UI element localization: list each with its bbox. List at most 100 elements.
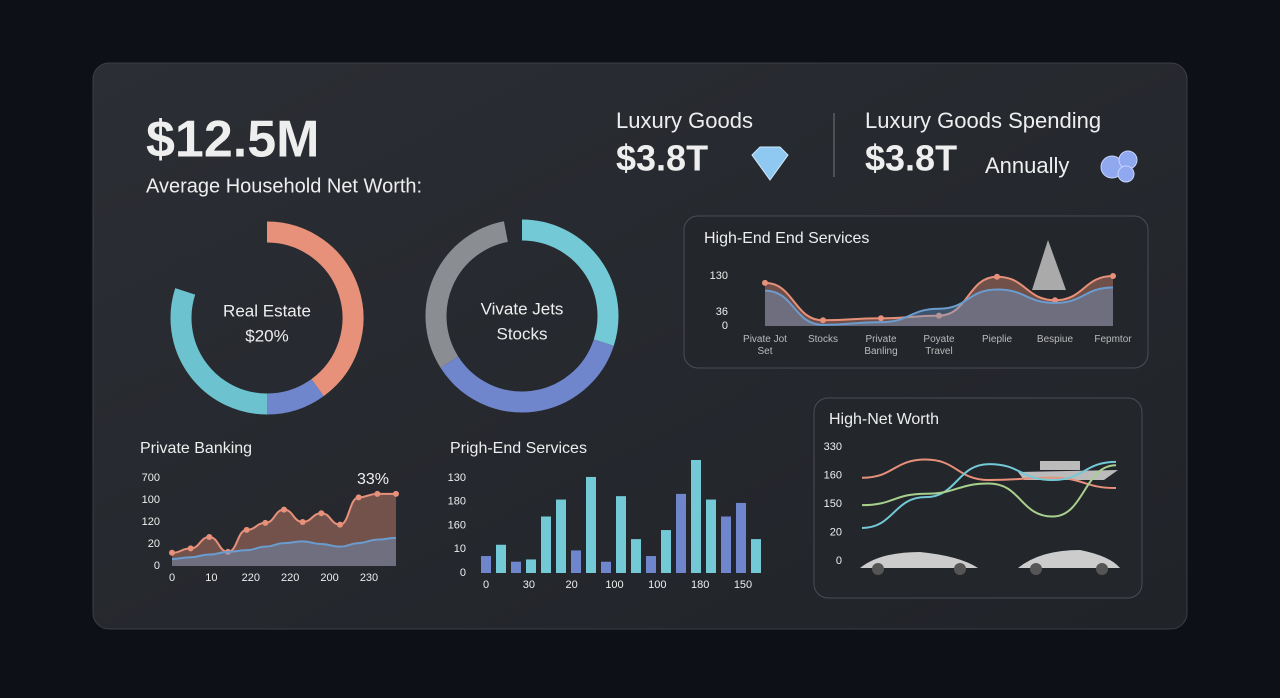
diamond-icon xyxy=(751,146,789,181)
bar xyxy=(706,499,716,573)
x-tick-label: 220 xyxy=(242,572,260,584)
donut-segment xyxy=(170,288,268,415)
bar xyxy=(601,561,611,573)
sailboat-icon xyxy=(1032,240,1066,290)
y-tick-label: 130 xyxy=(448,472,466,484)
point xyxy=(187,545,194,552)
point xyxy=(206,533,213,540)
y-tick-label: 0 xyxy=(154,560,160,572)
donut-segment xyxy=(266,221,364,397)
chart-title: High-End End Services xyxy=(704,230,869,247)
point xyxy=(281,506,287,513)
x-tick-label: Stocks xyxy=(807,334,838,345)
kpi-value: $12.5M xyxy=(146,111,319,169)
point xyxy=(936,312,942,319)
y-tick-label: 20 xyxy=(830,526,842,538)
point xyxy=(762,279,768,286)
point xyxy=(1052,297,1058,304)
x-tick-label: 200 xyxy=(320,572,338,584)
bar xyxy=(736,502,746,573)
kpi-value: $3.8T xyxy=(865,138,957,179)
bar xyxy=(511,561,521,573)
point xyxy=(243,526,250,533)
annotation: 33% xyxy=(357,471,389,488)
chart-title: High-Net Worth xyxy=(829,411,939,428)
x-tick-label: Pivate Jot Set xyxy=(743,334,787,357)
y-tick-label: 180 xyxy=(448,496,466,508)
bar xyxy=(751,539,761,573)
car-icon xyxy=(1018,550,1120,575)
line xyxy=(764,286,1114,326)
y-tick-label: 10 xyxy=(454,543,466,555)
x-tick-label: 100 xyxy=(648,579,666,591)
x-tick-label: Bespiue xyxy=(1036,334,1074,345)
line xyxy=(171,536,397,560)
x-tick-label: Private Banling xyxy=(864,334,898,357)
x-tick-label: 10 xyxy=(205,572,217,584)
donut-segment xyxy=(266,378,324,415)
y-tick-label: 330 xyxy=(824,441,842,453)
point xyxy=(1110,273,1116,279)
bar xyxy=(586,476,596,573)
y-tick-label: 0 xyxy=(722,320,728,332)
bar xyxy=(571,550,581,573)
x-tick-label: Pieplie xyxy=(981,334,1013,345)
chart-title: Prigh-End Services xyxy=(450,440,587,457)
bar xyxy=(616,496,626,573)
bubbles-icon xyxy=(1100,150,1138,183)
point xyxy=(299,519,306,525)
kpi-label: Luxury Goods xyxy=(616,108,753,133)
line xyxy=(861,460,1117,529)
x-tick-label: Fepmtor xyxy=(1094,334,1132,345)
bar xyxy=(481,556,491,573)
y-tick-label: 700 xyxy=(142,472,160,484)
point xyxy=(820,317,826,324)
point xyxy=(355,494,362,501)
bar xyxy=(661,530,671,573)
bar xyxy=(691,460,701,573)
x-tick-label: 20 xyxy=(566,579,578,591)
x-tick-label: 180 xyxy=(691,579,709,591)
point xyxy=(878,315,884,322)
bar xyxy=(556,499,566,573)
x-tick-label: 150 xyxy=(734,579,752,591)
y-tick-label: 130 xyxy=(710,270,728,282)
sub-panel xyxy=(813,397,1143,599)
y-tick-label: 0 xyxy=(460,567,466,579)
point xyxy=(169,549,175,556)
y-tick-label: 20 xyxy=(148,538,160,550)
point xyxy=(994,273,1000,280)
kpi-label: Luxury Goods Spending xyxy=(865,108,1101,133)
point xyxy=(393,490,399,497)
x-tick-label: 0 xyxy=(169,572,175,584)
bar xyxy=(631,539,641,573)
y-tick-label: 160 xyxy=(448,519,466,531)
point xyxy=(318,510,325,517)
kpi-value: $3.8T xyxy=(616,138,708,179)
x-tick-label: 0 xyxy=(483,579,489,591)
bar xyxy=(541,516,551,573)
y-tick-label: 120 xyxy=(142,516,160,528)
y-tick-label: 36 xyxy=(716,306,728,318)
car-icon xyxy=(860,552,978,575)
bar xyxy=(676,493,686,573)
point xyxy=(374,490,381,497)
sub-panel xyxy=(683,215,1149,369)
bar xyxy=(721,516,731,573)
area xyxy=(172,537,396,566)
donut-label: Real Estate xyxy=(223,301,311,320)
donut-label: Vivate Jets xyxy=(481,299,564,318)
y-tick-label: 160 xyxy=(824,469,842,481)
x-tick-label: 100 xyxy=(605,579,623,591)
donut-segment xyxy=(425,221,509,368)
y-tick-label: 0 xyxy=(836,555,842,567)
bar xyxy=(496,544,506,573)
point xyxy=(262,519,269,526)
x-tick-label: 230 xyxy=(360,572,378,584)
area xyxy=(172,493,396,566)
chart-title: Private Banking xyxy=(140,440,252,457)
bar xyxy=(646,556,656,573)
kpi-note: Annually xyxy=(985,153,1069,178)
